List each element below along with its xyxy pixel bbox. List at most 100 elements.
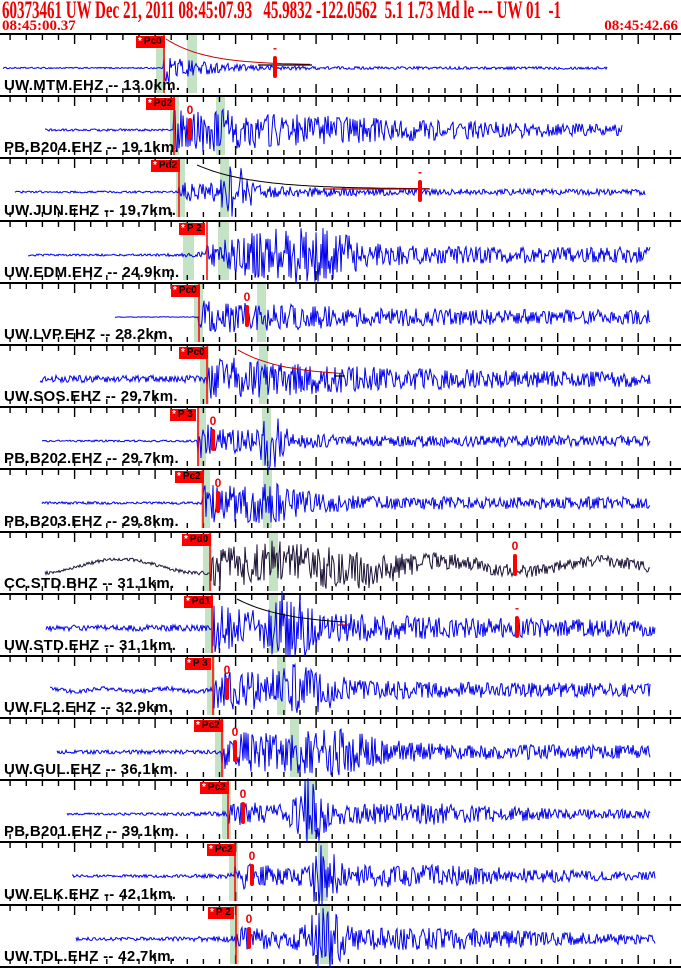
amplitude-tick[interactable]: [241, 802, 245, 825]
pick-flag[interactable]: * Pd2: [151, 160, 181, 173]
trace-canvas[interactable]: [0, 221, 681, 284]
pick-flag[interactable]: * P 2: [208, 906, 234, 919]
pick-flag[interactable]: * Pc2: [175, 471, 204, 484]
amplitude-tick-label: 0: [246, 912, 253, 926]
amplitude-tick-label: -: [515, 601, 519, 615]
coda-window-band: [176, 159, 185, 218]
amplitude-tick[interactable]: [273, 56, 277, 78]
trace-canvas[interactable]: 0: [0, 656, 681, 715]
pick-flag-phase: Pc0: [186, 346, 205, 358]
trace-panel-8[interactable]: 0 * Pc2 PB.B203.EHZ -- 29.8km.: [0, 470, 681, 533]
pick-flag-phase: Pc0: [143, 36, 162, 47]
pick-flag-phase: Pc2: [214, 844, 233, 856]
pick-flag-star: *: [184, 533, 188, 545]
station-label: UW.EDM.EHZ -- 24.9km.: [4, 263, 180, 281]
trace-panel-4[interactable]: * P 2 UW.EDM.EHZ -- 24.9km.: [0, 221, 681, 284]
trace-panel-11[interactable]: 0 * P 3 UW.FL2.EHZ -- 32.9km.: [0, 656, 681, 720]
seismogram-waveform[interactable]: [14, 166, 646, 218]
station-label: CC.STD.BHZ -- 31.1km.: [4, 574, 175, 592]
trace-canvas[interactable]: 0: [0, 408, 681, 470]
trace-panel-12[interactable]: 0 * Pc2 UW.GUL.EHZ -- 36.1km.: [0, 719, 681, 782]
seismogram-waveform[interactable]: [66, 778, 651, 844]
time-tick-marks: [9, 470, 672, 529]
amplitude-tick[interactable]: [216, 491, 220, 514]
pick-flag-phase: Pc0: [178, 284, 197, 296]
pick-flag-phase: Pd2: [153, 98, 173, 110]
seismogram-waveform[interactable]: [41, 418, 651, 470]
seismogram-waveform[interactable]: [115, 300, 651, 332]
pick-flag-phase: Pd0: [189, 533, 209, 545]
pick-flag-phase: Pc2: [182, 471, 201, 483]
seismogram-waveform[interactable]: [49, 662, 651, 713]
seismogram-waveform[interactable]: [71, 845, 656, 906]
pick-flag[interactable]: * Pc0: [179, 346, 208, 359]
pick-flag-phase: P 2: [215, 906, 231, 918]
pick-flag[interactable]: * P 3: [170, 409, 196, 422]
trace-panel-5[interactable]: 0 * Pc0 UW.LVP.EHZ -- 28.2km.: [0, 283, 681, 346]
amplitude-tick-label: 0: [210, 414, 217, 428]
pick-flag[interactable]: * P 3: [185, 657, 211, 670]
trace-canvas[interactable]: 0: [0, 97, 681, 156]
seismogram-waveform[interactable]: [41, 482, 651, 524]
trace-panel-3[interactable]: - * Pd2 UW.JUN.EHZ -- 19.7km.: [0, 159, 681, 222]
pick-flag[interactable]: * Pc0: [136, 36, 165, 48]
amplitude-tick[interactable]: [513, 553, 517, 576]
pick-flag-star: *: [177, 471, 181, 483]
amplitude-tick[interactable]: [233, 740, 237, 763]
pick-flag[interactable]: * Pc0: [171, 284, 200, 297]
coda-window-band: [222, 781, 231, 840]
trace-canvas[interactable]: 0: [0, 470, 681, 529]
trace-panel-14[interactable]: 0 * Pc2 UW.ELK.EHZ -- 42.1km.: [0, 843, 681, 906]
amplitude-tick[interactable]: [245, 304, 249, 327]
amplitude-tick[interactable]: [250, 864, 254, 887]
pick-flag[interactable]: * Pc2: [207, 844, 236, 857]
trace-panel-13[interactable]: 0 * Pc2 PB.B201.EHZ -- 39.1km.: [0, 778, 681, 844]
pick-flag[interactable]: * Pc2: [200, 782, 229, 795]
seismogram-waveform[interactable]: [56, 728, 651, 776]
trace-panel-10[interactable]: - * Pd1 UW.STD.EHZ -- 31.1km.: [0, 590, 681, 657]
coda-window-band: [200, 345, 209, 404]
pick-flag-phase: Pc2: [201, 720, 220, 732]
pick-flag[interactable]: * Pd2: [146, 98, 176, 111]
trace-panel-6[interactable]: * Pc0 UW.SOS.EHZ -- 29.7km.: [0, 345, 681, 409]
pick-flag-phase: Pc2: [207, 782, 226, 794]
time-tick-marks: [9, 532, 672, 591]
amplitude-tick[interactable]: [418, 180, 422, 203]
trace-panel-7[interactable]: 0 * P 3 PB.B202.EHZ -- 29.7km.: [0, 408, 681, 471]
trace-panel-1[interactable]: - * Pc0 UW.MTM.EHZ -- 13.0km.: [0, 35, 681, 98]
trace-panel-2[interactable]: 0 * Pd2 PB.B204.EHZ -- 19.1km.: [0, 97, 681, 160]
seismogram-waveform[interactable]: [2, 58, 608, 83]
trace-canvas[interactable]: -: [0, 159, 681, 218]
seismogram-waveform[interactable]: [45, 590, 656, 657]
pick-flag[interactable]: * Pc2: [194, 720, 223, 733]
amplitude-tick[interactable]: [188, 118, 192, 141]
trace-canvas[interactable]: -: [0, 590, 681, 657]
amplitude-tick-label: 0: [244, 290, 251, 304]
trace-canvas[interactable]: 0: [0, 532, 681, 591]
coda-window-band: [229, 843, 238, 902]
coda-window-band: [218, 221, 229, 280]
station-label: UW.TDL.EHZ -- 42.7km.: [4, 947, 176, 965]
trace-canvas[interactable]: 0: [0, 719, 681, 778]
amplitude-tick[interactable]: [225, 677, 229, 700]
amplitude-tick[interactable]: [211, 429, 215, 452]
pick-flag[interactable]: * Pd1: [184, 595, 214, 608]
event-header: 60373461 UW Dec 21, 2011 08:45:07.93 45.…: [0, 0, 681, 34]
seismogram-waveform[interactable]: [39, 357, 651, 399]
seismogram-waveform[interactable]: [44, 108, 623, 153]
trace-canvas[interactable]: 0: [0, 778, 681, 844]
seismogram-waveform[interactable]: [27, 227, 651, 284]
seismogram-waveform[interactable]: [44, 540, 651, 590]
pick-flag[interactable]: * Pd0: [182, 533, 212, 546]
amplitude-tick[interactable]: [515, 615, 519, 638]
trace-panel-9[interactable]: 0 * Pd0 CC.STD.BHZ -- 31.1km.: [0, 532, 681, 595]
pick-flag[interactable]: * P 2: [179, 222, 205, 235]
pick-flag-phase: P 3: [177, 409, 193, 421]
coda-window-band: [183, 221, 194, 280]
trace-panel-15[interactable]: 0 * P 2 UW.TDL.EHZ -- 42.7km.: [0, 905, 681, 968]
station-label: PB.B204.EHZ -- 19.1km.: [4, 139, 179, 157]
coda-window-band: [320, 905, 330, 964]
pick-flag-star: *: [172, 409, 176, 421]
amplitude-tick-label: 0: [232, 725, 239, 739]
amplitude-tick-label: 0: [249, 849, 256, 863]
